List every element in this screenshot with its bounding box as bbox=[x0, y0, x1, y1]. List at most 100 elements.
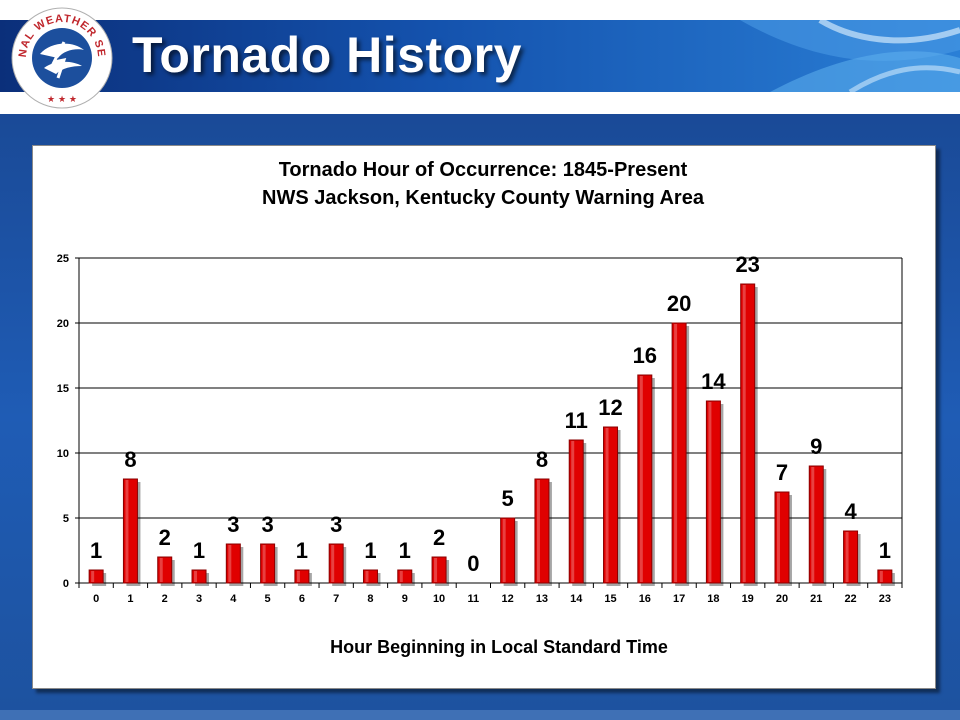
x-tick-label: 5 bbox=[265, 593, 271, 605]
x-tick-label: 17 bbox=[673, 593, 685, 605]
data-label: 14 bbox=[701, 369, 726, 394]
header-banner bbox=[0, 20, 960, 92]
page-title: Tornado History bbox=[132, 27, 522, 83]
data-label: 8 bbox=[536, 447, 548, 472]
bottom-strip bbox=[0, 710, 960, 720]
bar-highlight bbox=[331, 545, 335, 582]
nws-logo: NATIONAL WEATHER SERVICE ★ ★ ★ bbox=[10, 6, 113, 109]
x-axis-ticks: 0 1 2 3 4 5 6 7 8 9 10 11 12 13 14 15 16 17 18 19 20 21 22 23 bbox=[78, 583, 903, 605]
x-tick-label: 10 bbox=[433, 593, 445, 605]
bar-highlight bbox=[502, 519, 506, 582]
bar bbox=[877, 569, 893, 584]
bar-highlight bbox=[159, 558, 163, 582]
x-tick-label: 11 bbox=[468, 593, 480, 605]
bar-highlight bbox=[434, 558, 438, 582]
data-label: 8 bbox=[124, 447, 136, 472]
x-tick-label: 7 bbox=[333, 593, 339, 605]
x-tick-label: 12 bbox=[502, 593, 514, 605]
bar bbox=[362, 569, 378, 584]
data-label: 12 bbox=[598, 395, 622, 420]
bar-highlight bbox=[194, 571, 198, 582]
y-tick-label: 0 bbox=[63, 578, 69, 590]
x-tick-label: 20 bbox=[776, 593, 788, 605]
chart-title: Tornado Hour of Occurrence: 1845-Present bbox=[279, 159, 688, 181]
bar-highlight bbox=[571, 441, 575, 582]
x-tick-label: 22 bbox=[844, 593, 856, 605]
x-tick-label: 1 bbox=[127, 593, 133, 605]
bar-highlight bbox=[845, 532, 849, 582]
bar bbox=[294, 569, 310, 584]
bar bbox=[843, 530, 859, 584]
header-divider bbox=[0, 92, 960, 114]
y-tick-label: 5 bbox=[63, 513, 69, 525]
data-label: 20 bbox=[667, 291, 691, 316]
bar bbox=[603, 426, 619, 584]
bar bbox=[260, 543, 276, 584]
bar bbox=[671, 322, 687, 584]
bar-highlight bbox=[776, 493, 780, 582]
bar bbox=[328, 543, 344, 584]
bar bbox=[157, 556, 173, 584]
data-label: 2 bbox=[159, 525, 171, 550]
bar-highlight bbox=[605, 428, 609, 582]
data-label: 1 bbox=[364, 538, 376, 563]
x-tick-label: 4 bbox=[230, 593, 237, 605]
data-label: 7 bbox=[776, 460, 788, 485]
bar-chart: Tornado Hour of Occurrence: 1845-Present… bbox=[57, 159, 903, 657]
logo-stars: ★ ★ ★ bbox=[47, 95, 77, 105]
bar bbox=[122, 478, 138, 584]
data-label: 3 bbox=[330, 512, 342, 537]
x-tick-label: 3 bbox=[196, 593, 202, 605]
bar-highlight bbox=[262, 545, 266, 582]
data-label: 1 bbox=[879, 538, 891, 563]
bar bbox=[774, 491, 790, 584]
x-tick-label: 9 bbox=[402, 593, 408, 605]
data-label: 1 bbox=[193, 538, 205, 563]
x-tick-label: 16 bbox=[639, 593, 651, 605]
top-white-strip bbox=[0, 0, 960, 20]
chart-panel: Tornado Hour of Occurrence: 1845-Present… bbox=[32, 145, 936, 689]
data-label: 5 bbox=[502, 486, 514, 511]
data-label: 9 bbox=[810, 434, 822, 459]
x-tick-label: 13 bbox=[536, 593, 548, 605]
x-tick-label: 14 bbox=[570, 593, 583, 605]
bar-highlight bbox=[228, 545, 232, 582]
bar-highlight bbox=[296, 571, 300, 582]
bar-highlight bbox=[536, 480, 540, 582]
x-tick-label: 2 bbox=[162, 593, 168, 605]
x-tick-label: 8 bbox=[367, 593, 373, 605]
bar bbox=[740, 283, 756, 584]
bar-highlight bbox=[879, 571, 883, 582]
banner-swoosh-graphic bbox=[740, 20, 960, 92]
data-label: 3 bbox=[261, 512, 273, 537]
x-tick-label: 23 bbox=[879, 593, 891, 605]
bar-highlight bbox=[365, 571, 369, 582]
x-tick-label: 21 bbox=[810, 593, 822, 605]
data-label: 1 bbox=[90, 538, 102, 563]
bar bbox=[637, 374, 653, 584]
x-tick-label: 19 bbox=[742, 593, 754, 605]
bar-highlight bbox=[125, 480, 129, 582]
bar bbox=[88, 569, 104, 584]
data-label: 16 bbox=[633, 343, 657, 368]
x-axis-label: Hour Beginning in Local Standard Time bbox=[330, 637, 668, 657]
data-label: 11 bbox=[565, 408, 588, 433]
bar bbox=[534, 478, 550, 584]
bar bbox=[431, 556, 447, 584]
y-tick-label: 20 bbox=[57, 318, 69, 330]
bar bbox=[225, 543, 241, 584]
bar-highlight bbox=[399, 571, 403, 582]
data-label: 1 bbox=[399, 538, 411, 563]
bar bbox=[808, 465, 824, 584]
bar-highlight bbox=[708, 402, 712, 582]
x-tick-label: 6 bbox=[299, 593, 305, 605]
y-tick-label: 25 bbox=[57, 253, 69, 265]
data-label: 4 bbox=[844, 499, 857, 524]
bar-highlight bbox=[674, 324, 678, 582]
x-tick-label: 15 bbox=[604, 593, 616, 605]
bar bbox=[191, 569, 207, 584]
chart-subtitle: NWS Jackson, Kentucky County Warning Are… bbox=[262, 187, 705, 209]
data-label: 1 bbox=[296, 538, 308, 563]
bar-highlight bbox=[91, 571, 95, 582]
